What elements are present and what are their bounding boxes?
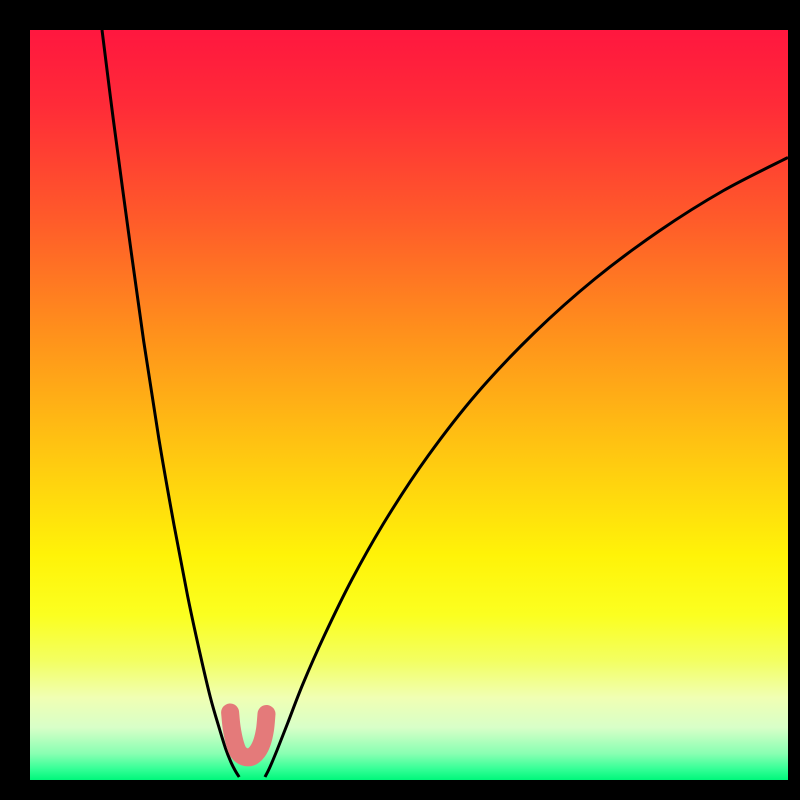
right-rising-curve xyxy=(265,158,788,778)
outer-frame xyxy=(0,0,800,800)
left-falling-curve xyxy=(102,30,239,777)
optimum-marker xyxy=(230,713,266,758)
curve-layer xyxy=(30,30,788,780)
plot-area xyxy=(30,30,788,780)
bottleneck-figure: TheBottlenecker.com xyxy=(0,0,800,800)
